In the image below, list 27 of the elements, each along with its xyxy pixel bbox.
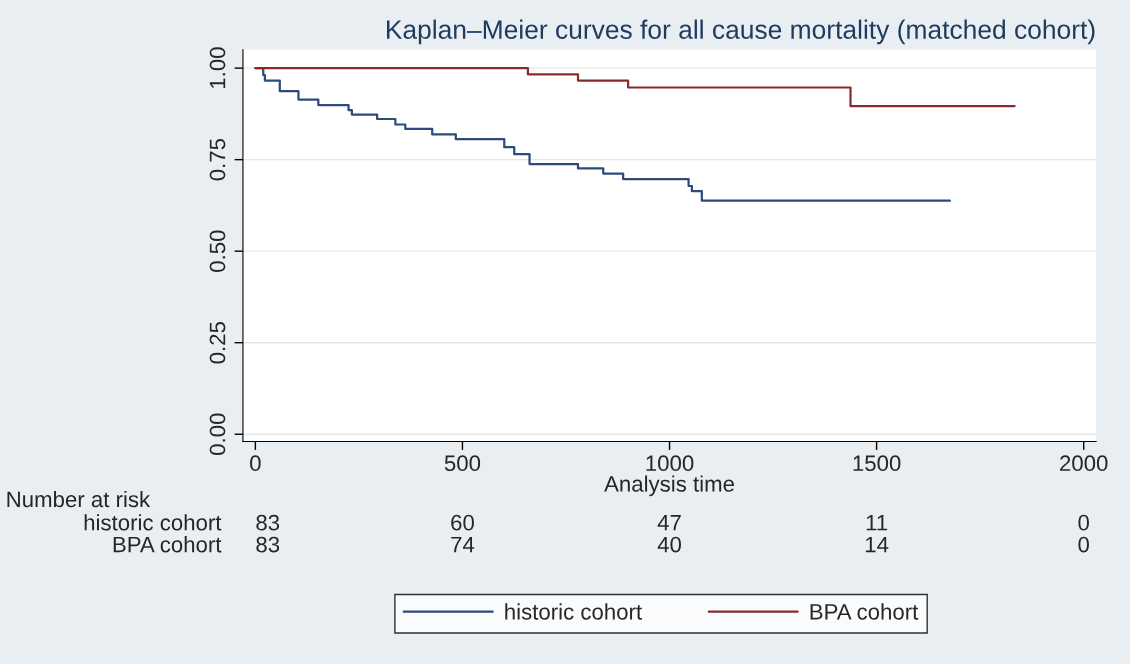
y-tick-label: 0.00 [209,413,226,455]
legend-label: BPA cohort [810,603,919,620]
chart-title: Kaplan–Meier curves for all cause mortality (matched cohort) [386,19,1095,45]
text: 74 [451,536,475,553]
y-tick-label: 1.00 [209,47,226,89]
x-tick-label: 500 [444,455,481,472]
y-tick-label: 0.25 [209,322,226,364]
text: 83 [256,514,280,531]
legend-label: historic cohort [505,603,642,620]
x-tick-label: 0 [250,455,261,472]
text: 11 [866,515,888,531]
text: 0 [1078,514,1089,531]
x-axis-title: Analysis time [604,475,734,497]
text: historic cohort [84,514,222,531]
text: 0 [1078,536,1089,553]
y-tick-label: 0.75 [209,138,226,181]
text: 83 [256,536,280,553]
text: 40 [657,536,682,553]
text: Number at risk [7,490,151,508]
text: BPA cohort [113,536,222,553]
x-tick-label: 1500 [853,455,901,472]
y-tick-label: 0.50 [209,230,226,272]
x-tick-label: 1000 [646,455,694,472]
text: 47 [657,515,681,531]
text: 14 [865,536,889,553]
x-tick-label: 2000 [1060,455,1108,472]
text: 60 [451,514,474,531]
